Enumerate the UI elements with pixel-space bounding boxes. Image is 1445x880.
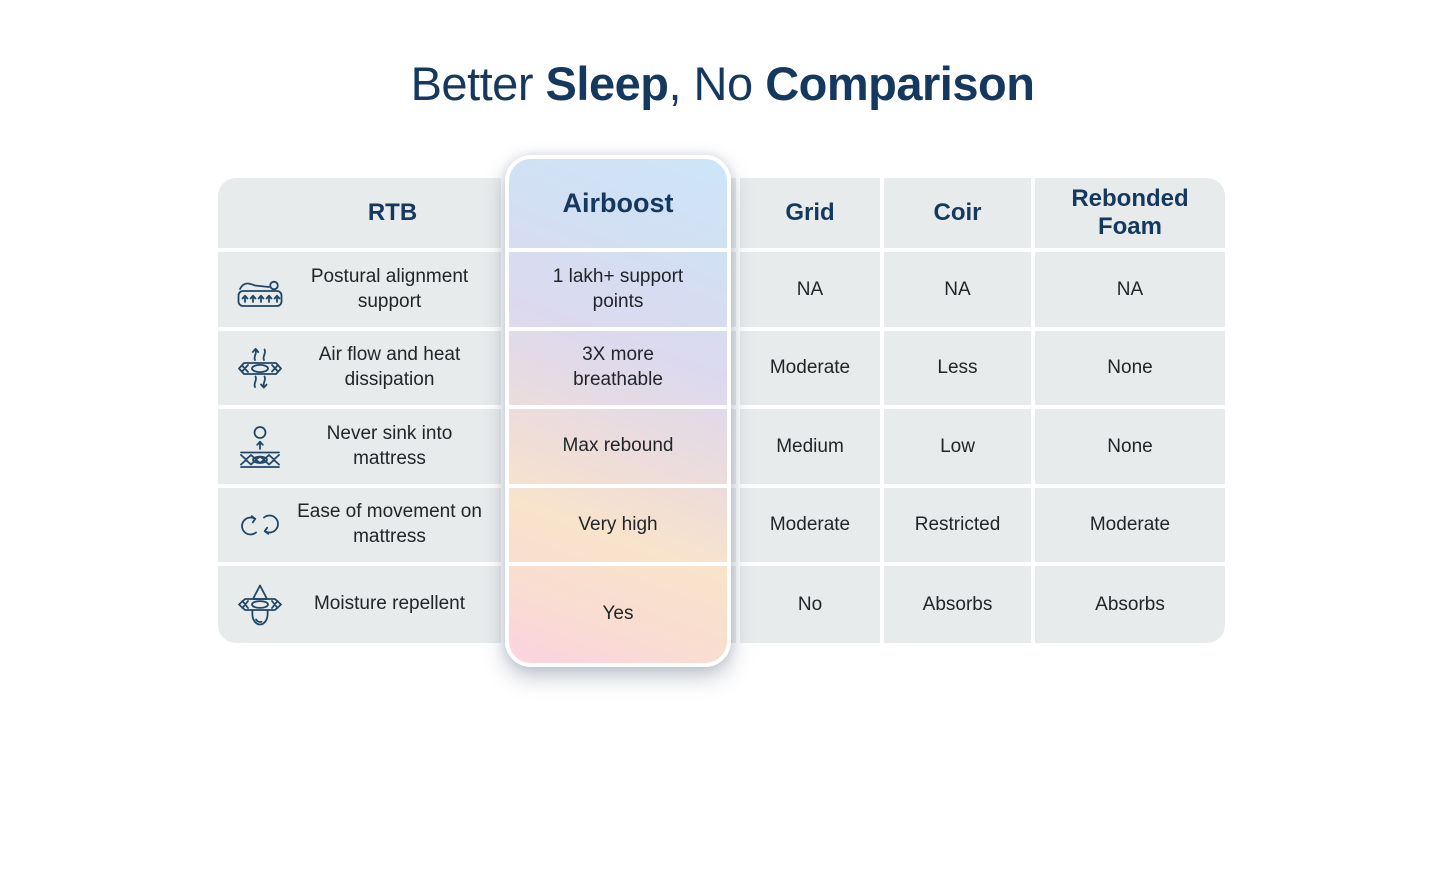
feature-row-postural-alignment: Postural alignment support [218,252,501,327]
title-bold-comparison: Comparison [765,57,1035,110]
coir-value-row-3: Low [884,409,1031,484]
moisture-repellent-icon [236,583,284,627]
column-header-rebonded-foam-label: Rebonded Foam [1071,185,1189,240]
column-header-coir-label: Coir [933,199,982,227]
title-regular-1: Better [410,57,546,110]
airboost-row-divider [509,484,727,488]
title-regular-2: , No [668,57,766,110]
airboost-highlight-column: Airboost 1 lakh+ support points 3X more … [505,155,731,667]
airboost-value-row-2: 3X more breathable [573,344,663,390]
column-header-rtb-label: RTB [367,199,418,227]
coir-value-row-5: Absorbs [884,566,1031,643]
coir-value-row-4: Restricted [884,488,1031,562]
title-bold-sleep: Sleep [545,57,669,110]
airboost-row-divider [509,405,727,409]
rebonded-foam-value-row-4: Moderate [1035,488,1225,562]
ease-of-movement-icon [236,503,284,547]
grid-value-row-2: Moderate [740,331,880,405]
airboost-value-row-5: Yes [602,603,634,625]
column-header-rebonded-foam: Rebonded Foam [1035,178,1225,248]
feature-label: Postural alignment support [310,265,469,312]
airboost-value-row-4: Very high [578,513,658,535]
airboost-row-divider [509,248,727,252]
rebonded-foam-value-row-3: None [1035,409,1225,484]
page-title: Better Sleep, No Comparison [0,56,1445,111]
column-header-airboost: Airboost [562,188,674,218]
feature-row-ease-of-movement: Ease of movement on mattress [218,488,501,562]
column-header-grid: Grid [740,178,880,248]
coir-value-row-2: Less [884,331,1031,405]
airboost-row-divider [509,327,727,331]
grid-value-row-3: Medium [740,409,880,484]
feature-label: Ease of movement on mattress [297,501,482,547]
grid-value-row-1: NA [740,252,880,327]
grid-value-row-5: No [740,566,880,643]
never-sink-icon [236,425,284,469]
airboost-value-row-3: Max rebound [562,435,674,457]
column-header-grid-label: Grid [785,199,835,227]
airflow-heat-icon [236,346,284,390]
rebonded-foam-value-row-1: NA [1035,252,1225,327]
airboost-row-divider [509,562,727,566]
rebonded-foam-value-row-2: None [1035,331,1225,405]
airboost-value-row-1: 1 lakh+ support points [552,265,684,312]
feature-row-never-sink: Never sink into mattress [218,409,501,484]
column-header-coir: Coir [884,178,1031,248]
feature-label: Never sink into mattress [326,422,453,469]
rebonded-foam-value-row-5: Absorbs [1035,566,1225,643]
grid-value-row-4: Moderate [740,488,880,562]
feature-row-airflow: Air flow and heat dissipation [218,331,501,405]
feature-label: Moisture repellent [313,593,466,615]
feature-row-moisture-repellent: Moisture repellent [218,566,501,643]
feature-label: Air flow and heat dissipation [318,344,461,390]
postural-alignment-icon [236,268,284,312]
coir-value-row-1: NA [884,252,1031,327]
column-header-rtb: RTB [218,178,501,248]
